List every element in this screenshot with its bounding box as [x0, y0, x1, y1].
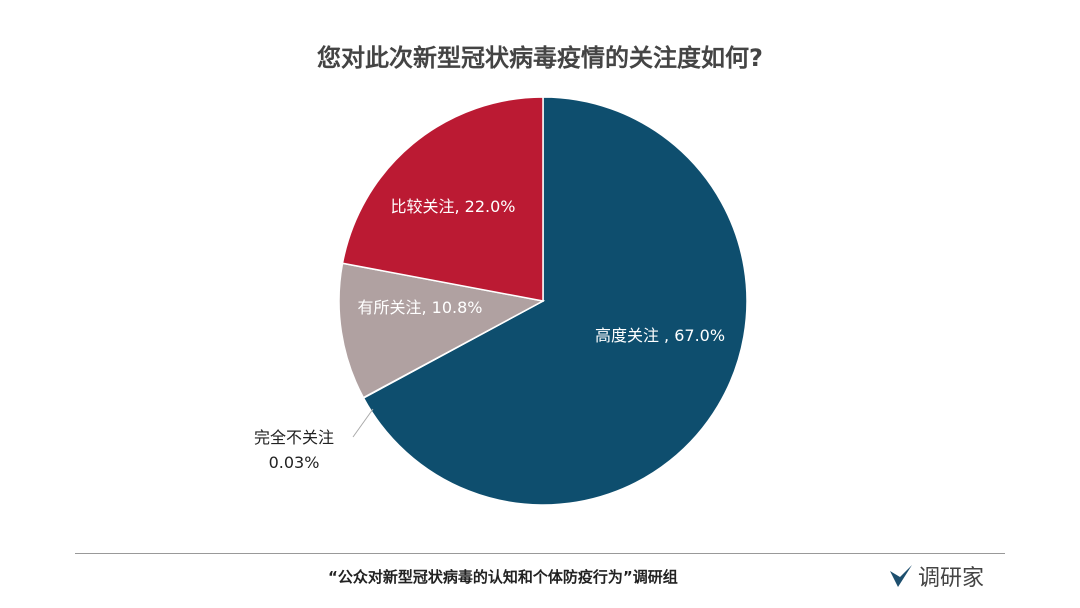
- pie-slice-3: [341, 96, 544, 302]
- logo-text: 调研家: [918, 566, 985, 591]
- chart-title: 您对此次新型冠状病毒疫情的关注度如何?: [317, 44, 763, 72]
- footer-source: “公众对新型冠状病毒的认知和个体防疫行为”调研组: [328, 568, 678, 586]
- slice-label-3: 比较关注, 22.0%: [390, 197, 515, 216]
- slice-label-1-value: 0.03%: [269, 453, 320, 472]
- slice-label-2: 有所关注, 10.8%: [357, 298, 482, 317]
- pie-slice-2: [338, 262, 546, 399]
- slice-label-1-name: 完全不关注: [254, 428, 334, 447]
- logo: 调研家: [888, 560, 984, 592]
- logo-check-icon: [890, 565, 912, 587]
- footer-divider: [75, 553, 1005, 554]
- slice-label-0: 高度关注 , 67.0%: [595, 326, 725, 345]
- leader-line: [352, 408, 374, 438]
- pie-slice-0: [362, 96, 748, 506]
